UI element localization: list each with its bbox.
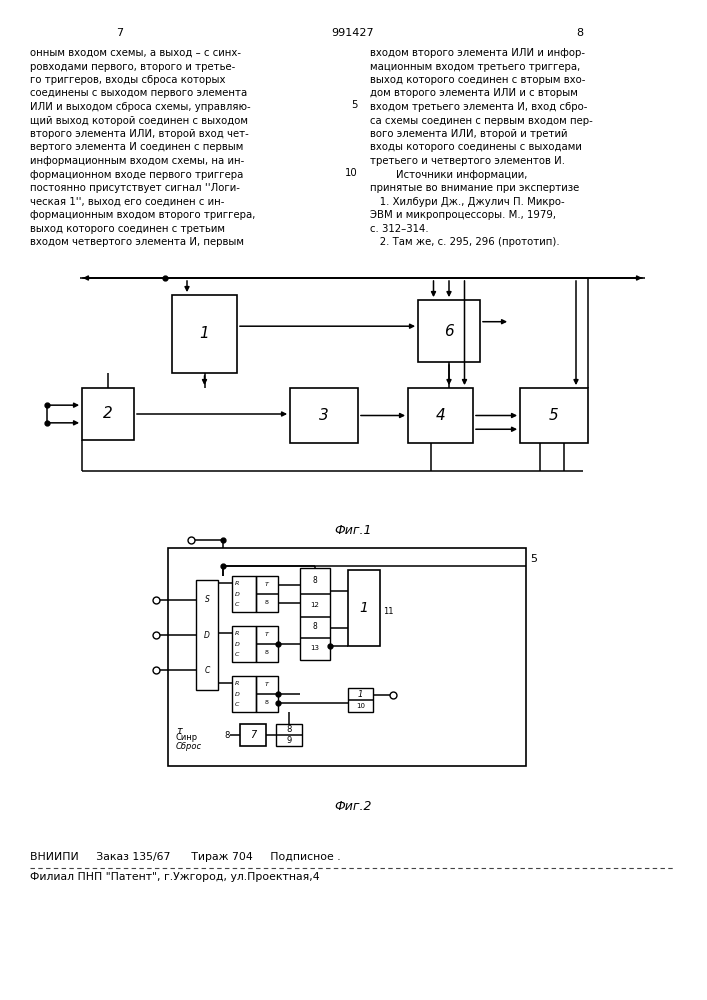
Text: 12: 12 — [310, 602, 320, 608]
Text: 8: 8 — [265, 600, 269, 605]
Text: 4: 4 — [436, 408, 445, 423]
Text: формационным входом второго триггера,: формационным входом второго триггера, — [30, 210, 255, 220]
Text: R: R — [235, 631, 240, 636]
Text: 9: 9 — [286, 736, 291, 745]
Text: R: R — [235, 681, 240, 686]
Text: 8: 8 — [224, 730, 229, 740]
Text: 5: 5 — [549, 408, 559, 423]
Text: D: D — [235, 692, 240, 696]
Bar — [408, 388, 473, 443]
Text: информационным входом схемы, на ин-: информационным входом схемы, на ин- — [30, 156, 244, 166]
Text: T: T — [265, 582, 269, 587]
Text: принятые во внимание при экспертизе: принятые во внимание при экспертизе — [370, 183, 579, 193]
Bar — [232, 626, 256, 662]
Text: 7: 7 — [117, 28, 124, 38]
Text: 3: 3 — [319, 408, 329, 423]
Text: C: C — [235, 652, 240, 657]
Text: 6: 6 — [444, 324, 454, 338]
Text: 7: 7 — [250, 730, 256, 740]
Text: Сброс: Сброс — [176, 742, 202, 751]
Text: ческая 1'', выход его соединен с ин-: ческая 1'', выход его соединен с ин- — [30, 196, 224, 207]
Text: с. 312–314.: с. 312–314. — [370, 224, 428, 233]
Bar — [348, 688, 373, 712]
Text: 8: 8 — [312, 622, 317, 631]
Text: ЭВМ и микропроцессоры. М., 1979,: ЭВМ и микропроцессоры. М., 1979, — [370, 210, 556, 220]
Bar — [232, 676, 256, 712]
Text: входом четвертого элемента И, первым: входом четвертого элемента И, первым — [30, 237, 244, 247]
Text: второго элемента ИЛИ, второй вход чет-: второго элемента ИЛИ, второй вход чет- — [30, 129, 249, 139]
Text: 1: 1 — [358, 690, 363, 699]
Text: входом второго элемента ИЛИ и инфор-: входом второго элемента ИЛИ и инфор- — [370, 48, 585, 58]
Text: 2: 2 — [103, 406, 113, 422]
Text: T: T — [265, 633, 269, 638]
Text: 1. Хилбури Дж., Джулич П. Микро-: 1. Хилбури Дж., Джулич П. Микро- — [370, 196, 565, 207]
Text: Источники информации,: Источники информации, — [370, 169, 527, 180]
Text: D: D — [235, 642, 240, 647]
Bar — [290, 388, 358, 443]
Text: 13: 13 — [310, 645, 320, 651]
Text: ровходами первого, второго и третье-: ровходами первого, второго и третье- — [30, 62, 235, 72]
Text: ИЛИ и выходом сброса схемы, управляю-: ИЛИ и выходом сброса схемы, управляю- — [30, 102, 250, 112]
Bar — [276, 724, 302, 746]
Text: D: D — [235, 591, 240, 596]
Text: T: T — [265, 682, 269, 688]
Text: формационном входе первого триггера: формационном входе первого триггера — [30, 169, 243, 180]
Text: онным входом схемы, а выход – с синх-: онным входом схемы, а выход – с синх- — [30, 48, 241, 58]
Text: 991427: 991427 — [332, 28, 374, 38]
Bar — [418, 300, 480, 362]
Text: входы которого соединены с выходами: входы которого соединены с выходами — [370, 142, 582, 152]
Text: выход которого соединен с третьим: выход которого соединен с третьим — [30, 224, 225, 233]
Text: $\tau$: $\tau$ — [176, 726, 184, 736]
Text: са схемы соединен с первым входом пер-: са схемы соединен с первым входом пер- — [370, 115, 592, 125]
Text: 5: 5 — [351, 100, 358, 110]
Bar — [172, 295, 237, 373]
Bar — [240, 724, 266, 746]
Bar — [196, 580, 218, 690]
Text: 8: 8 — [312, 576, 317, 585]
Text: 1: 1 — [199, 326, 209, 342]
Text: 2. Там же, с. 295, 296 (прототип).: 2. Там же, с. 295, 296 (прототип). — [370, 237, 560, 247]
Text: постоянно присутствует сигнал ''Логи-: постоянно присутствует сигнал ''Логи- — [30, 183, 240, 193]
Text: C: C — [235, 602, 240, 607]
Bar — [168, 548, 526, 766]
Text: R: R — [235, 581, 240, 586]
Text: го триггеров, входы сброса которых: го триггеров, входы сброса которых — [30, 75, 226, 85]
Text: C: C — [235, 702, 240, 707]
Text: 10: 10 — [345, 167, 358, 178]
Text: ВНИИПИ     Заказ 135/67      Тираж 704     Подписное .: ВНИИПИ Заказ 135/67 Тираж 704 Подписное … — [30, 852, 341, 862]
Text: 11: 11 — [383, 607, 394, 616]
Bar — [82, 388, 134, 440]
Bar — [256, 676, 278, 712]
Text: щий выход которой соединен с выходом: щий выход которой соединен с выходом — [30, 115, 248, 125]
Text: Фиг.1: Фиг.1 — [334, 524, 372, 537]
Text: входом третьего элемента И, вход сбро-: входом третьего элемента И, вход сбро- — [370, 102, 588, 112]
Text: 1: 1 — [360, 601, 368, 615]
Text: D: D — [204, 631, 210, 640]
Bar — [256, 576, 278, 612]
Text: 8: 8 — [265, 700, 269, 705]
Text: S: S — [204, 595, 209, 604]
Text: 5: 5 — [530, 554, 537, 564]
Text: Фиг.2: Фиг.2 — [334, 800, 372, 813]
Text: 8: 8 — [576, 28, 583, 38]
Bar — [232, 576, 256, 612]
Bar — [256, 626, 278, 662]
Bar — [300, 568, 330, 660]
Text: дом второго элемента ИЛИ и с вторым: дом второго элемента ИЛИ и с вторым — [370, 89, 578, 99]
Text: C: C — [204, 666, 210, 675]
Text: вого элемента ИЛИ, второй и третий: вого элемента ИЛИ, второй и третий — [370, 129, 568, 139]
Text: 8: 8 — [265, 650, 269, 655]
Text: соединены с выходом первого элемента: соединены с выходом первого элемента — [30, 89, 247, 99]
Text: 8: 8 — [286, 725, 292, 734]
Text: Синр: Синр — [176, 733, 198, 742]
Text: третьего и четвертого элементов И.: третьего и четвертого элементов И. — [370, 156, 565, 166]
Text: 10: 10 — [356, 703, 365, 709]
Text: вертого элемента И соединен с первым: вертого элемента И соединен с первым — [30, 142, 243, 152]
Text: мационным входом третьего триггера,: мационным входом третьего триггера, — [370, 62, 580, 72]
Text: Филиал ПНП "Патент", г.Ужгород, ул.Проектная,4: Филиал ПНП "Патент", г.Ужгород, ул.Проек… — [30, 872, 320, 882]
Bar — [520, 388, 588, 443]
Text: выход которого соединен с вторым вхо-: выход которого соединен с вторым вхо- — [370, 75, 585, 85]
Bar — [348, 570, 380, 646]
